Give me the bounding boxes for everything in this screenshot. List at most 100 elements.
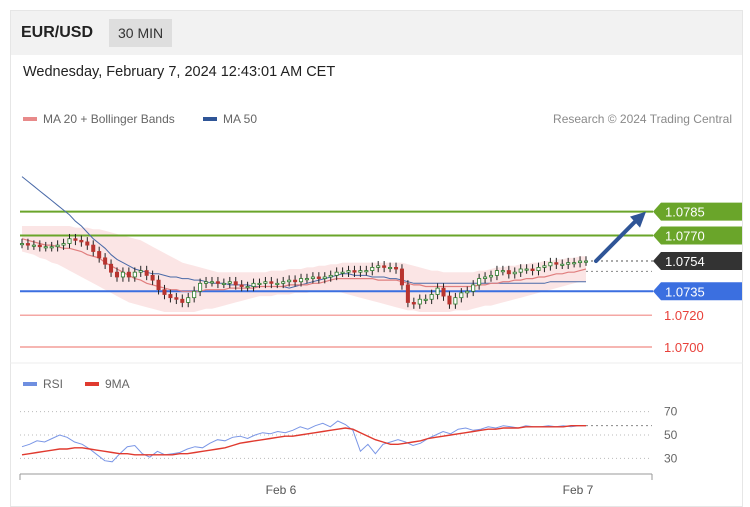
timeframe-badge[interactable]: 30 MIN: [109, 19, 173, 47]
resistance-tag: [653, 202, 742, 221]
candle-body: [411, 302, 416, 305]
legend-swatch-rsi: [23, 382, 37, 386]
candle-body: [417, 298, 422, 305]
candle-body: [91, 244, 96, 252]
candle-body: [174, 297, 179, 300]
legend-label-ma50: MA 50: [223, 112, 258, 126]
candle-body: [512, 271, 517, 275]
candle-body: [257, 282, 262, 285]
legend-label-rsi: RSI: [43, 377, 64, 391]
candle-body: [483, 276, 488, 279]
candle-body: [465, 290, 470, 294]
candle-body: [566, 262, 571, 265]
support-value: 1.0735: [665, 284, 705, 299]
candle-body: [328, 274, 333, 278]
candle-body: [548, 262, 553, 267]
candle-body: [79, 239, 84, 243]
candle-body: [500, 270, 505, 273]
currency-pair-title: EUR/USD: [21, 24, 94, 41]
candle-body: [316, 276, 321, 279]
candle-body: [245, 286, 250, 289]
candle-body: [471, 284, 476, 292]
candle-body: [293, 279, 298, 283]
projection-arrow-head: [630, 211, 646, 228]
candle-body: [441, 287, 446, 297]
candle-body: [97, 251, 102, 259]
candle-body: [352, 270, 357, 273]
legend-swatch-ma50: [203, 117, 217, 121]
candle-body: [524, 268, 529, 271]
candle-body: [67, 238, 72, 244]
candle-body: [73, 238, 78, 241]
candle-body: [394, 267, 399, 270]
candle-body: [204, 281, 209, 284]
candle-body: [49, 246, 54, 249]
projection-arrow-shaft: [594, 218, 638, 264]
rsi-9ma-line: [21, 425, 586, 456]
bollinger-band-area: [22, 226, 586, 312]
candle-body: [560, 263, 565, 266]
candle-body: [186, 297, 191, 303]
rsi-tick-label: 70: [664, 405, 678, 419]
current-price-tag: [653, 252, 742, 271]
candle-body: [162, 289, 167, 295]
rsi-tick-label: 50: [664, 428, 678, 442]
candle-body: [382, 265, 387, 268]
legend-swatch-9ma: [85, 382, 99, 386]
candle-body: [583, 260, 589, 263]
candle-body: [554, 262, 559, 265]
candle-body: [109, 263, 114, 273]
candle-body: [239, 284, 244, 287]
research-credit: Research © 2024 Trading Central: [553, 112, 732, 126]
candle-body: [536, 267, 541, 271]
timestamp: Wednesday, February 7, 2024 12:43:01 AM …: [23, 64, 336, 80]
candle-body: [376, 265, 381, 268]
candle-body: [37, 244, 42, 248]
legend-label-ma20: MA 20 + Bollinger Bands: [43, 112, 175, 126]
candle-body: [168, 294, 173, 299]
legend-ma20-bollinger: MA 20 + Bollinger Bands: [23, 112, 175, 126]
candle-body: [25, 243, 30, 246]
legend-label-9ma: 9MA: [105, 377, 130, 391]
candle-body: [19, 243, 25, 246]
candle-body: [518, 268, 523, 273]
candle-body: [281, 281, 286, 284]
candle-body: [494, 270, 499, 276]
candle-body: [340, 271, 345, 274]
candle-body: [120, 271, 125, 278]
legend-9ma: 9MA: [85, 377, 130, 391]
candle-body: [61, 243, 66, 246]
candle-body: [542, 265, 547, 268]
candle-body: [506, 270, 511, 275]
minor-support-value: 1.0700: [664, 340, 704, 355]
resistance-value: 1.0785: [665, 205, 705, 220]
x-tick-label: Feb 7: [563, 483, 594, 497]
candle-body: [578, 260, 583, 264]
candle-body: [299, 278, 304, 283]
legend-swatch-ma20: [23, 117, 37, 121]
candle-body: [364, 270, 369, 273]
x-tick-label: Feb 6: [266, 483, 297, 497]
candle-body: [55, 244, 60, 248]
candle-body: [227, 281, 232, 284]
candle-body: [31, 244, 36, 247]
candle-body: [43, 246, 48, 249]
candle-body: [269, 281, 274, 284]
candle-body: [459, 292, 464, 299]
candle-body: [251, 282, 256, 287]
candle-body: [215, 281, 220, 284]
candle-body: [429, 294, 434, 300]
candle-body: [477, 278, 482, 286]
candle-body: [150, 274, 155, 281]
candle-body: [358, 270, 363, 273]
candle-body: [287, 279, 292, 283]
rsi-tick-label: 30: [664, 451, 678, 465]
candle-body: [530, 268, 535, 271]
candle-body: [322, 276, 327, 279]
candle-body: [346, 270, 351, 273]
candle-body: [275, 282, 280, 285]
candle-body: [221, 282, 226, 285]
candle-body: [572, 262, 577, 265]
rsi-line: [21, 420, 586, 463]
